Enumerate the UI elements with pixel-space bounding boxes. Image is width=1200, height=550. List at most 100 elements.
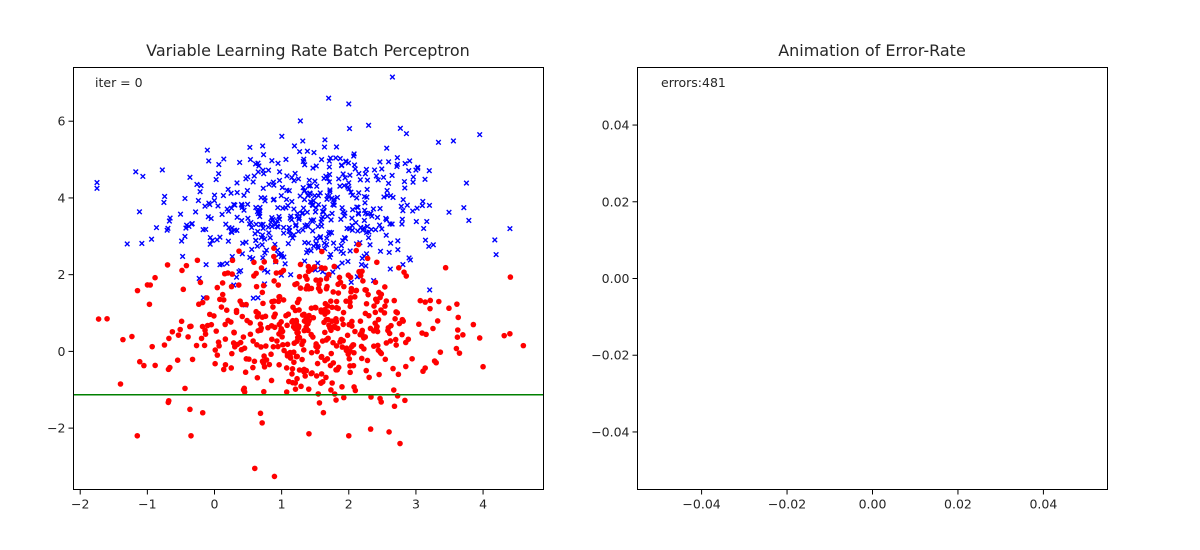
red-dot-marker <box>299 312 306 318</box>
red-dot-marker <box>279 334 285 340</box>
red-dot-marker <box>507 274 514 280</box>
red-dot-marker <box>318 309 325 315</box>
red-dot-marker <box>348 289 354 295</box>
blue-x-marker <box>304 247 311 253</box>
red-dot-marker <box>202 331 209 337</box>
blue-x-marker <box>330 240 337 246</box>
red-dot-marker <box>283 389 290 395</box>
blue-x-marker <box>300 227 306 233</box>
red-dot-marker <box>390 365 396 372</box>
red-dot-marker <box>386 429 392 435</box>
blue-x-marker <box>238 201 245 208</box>
red-dot-marker <box>187 406 193 413</box>
red-dot-marker <box>269 336 275 343</box>
blue-x-marker <box>389 172 395 179</box>
red-dot-marker <box>289 379 296 386</box>
blue-x-marker <box>245 215 251 222</box>
red-dot-marker <box>306 430 312 437</box>
blue-x-marker <box>374 214 381 221</box>
red-dot-marker <box>347 294 354 301</box>
blue-x-marker <box>342 175 348 181</box>
blue-x-marker <box>308 217 314 223</box>
red-dot-marker <box>322 329 328 336</box>
blue-x-marker <box>332 155 339 161</box>
red-dot-marker <box>366 374 372 381</box>
blue-x-marker <box>356 170 362 177</box>
red-dot-marker <box>395 371 402 378</box>
red-dot-marker <box>324 309 331 315</box>
blue-x-marker <box>446 209 452 216</box>
blue-x-marker <box>280 230 287 236</box>
red-dot-marker <box>284 322 290 329</box>
blue-x-marker <box>344 225 350 232</box>
red-dot-marker <box>345 432 352 439</box>
blue-x-marker <box>94 179 100 186</box>
blue-x-marker <box>345 101 352 107</box>
blue-x-marker <box>300 184 306 191</box>
red-dot-marker <box>386 330 393 337</box>
blue-x-marker <box>422 176 428 183</box>
red-dot-marker <box>393 309 399 315</box>
red-dot-marker <box>268 377 275 384</box>
red-dot-marker <box>378 291 385 298</box>
blue-x-marker <box>402 160 408 167</box>
blue-x-marker <box>286 227 293 234</box>
red-dot-marker <box>258 325 265 332</box>
blue-x-marker <box>161 199 167 206</box>
red-dot-marker <box>340 394 347 401</box>
blue-x-marker <box>376 222 383 228</box>
blue-x-marker <box>377 159 383 165</box>
blue-x-marker <box>333 144 340 150</box>
red-dot-marker <box>258 344 264 350</box>
blue-x-marker <box>247 144 253 151</box>
red-dot-marker <box>198 335 205 342</box>
blue-x-marker <box>282 260 288 267</box>
blue-x-marker <box>314 260 321 266</box>
red-dot-marker <box>296 334 303 341</box>
blue-x-marker <box>207 241 214 248</box>
red-dot-marker <box>175 332 182 338</box>
red-dot-marker <box>422 299 429 305</box>
scatter-axes: Variable Learning Rate Batch Perceptron … <box>47 41 544 512</box>
blue-x-marker <box>338 216 344 223</box>
red-dot-marker <box>344 332 351 339</box>
blue-x-marker <box>341 182 347 189</box>
error-axes: Animation of Error-Rate −0.04 −0.02 0.00 0.… <box>591 41 1108 512</box>
blue-x-marker <box>364 223 371 230</box>
blue-x-marker <box>334 194 341 201</box>
red-dot-marker <box>388 322 394 329</box>
red-dot-marker <box>275 298 282 305</box>
red-dot-marker <box>302 373 308 379</box>
blue-x-marker <box>284 173 290 179</box>
blue-x-marker <box>353 219 359 226</box>
red-dot-marker <box>219 291 226 298</box>
blue-x-marker <box>276 216 283 222</box>
blue-x-marker <box>383 232 390 239</box>
red-dot-marker <box>347 363 353 369</box>
red-dot-marker <box>240 387 247 393</box>
red-dot-marker <box>293 353 300 360</box>
blue-x-marker <box>426 202 433 209</box>
blue-x-marker <box>94 185 100 192</box>
red-dot-marker <box>392 336 399 343</box>
blue-x-marker <box>337 155 344 162</box>
blue-x-marker <box>220 156 227 162</box>
blue-x-marker <box>323 241 330 248</box>
blue-x-marker <box>260 151 267 158</box>
red-dot-marker <box>335 290 342 296</box>
red-dot-marker <box>314 360 321 367</box>
red-dot-marker <box>243 301 249 308</box>
blue-x-marker <box>366 229 372 235</box>
red-dot-marker <box>427 305 433 312</box>
red-dot-marker <box>430 325 436 332</box>
red-dot-marker <box>289 371 295 377</box>
red-dot-marker <box>279 328 286 335</box>
red-dot-marker <box>436 298 442 305</box>
red-dot-marker <box>218 304 225 310</box>
red-dot-marker <box>236 248 242 254</box>
blue-x-marker <box>463 180 470 186</box>
red-dot-marker <box>266 361 273 368</box>
red-dot-marker <box>320 409 327 416</box>
red-dot-marker <box>235 282 242 288</box>
red-dot-marker <box>272 258 279 265</box>
